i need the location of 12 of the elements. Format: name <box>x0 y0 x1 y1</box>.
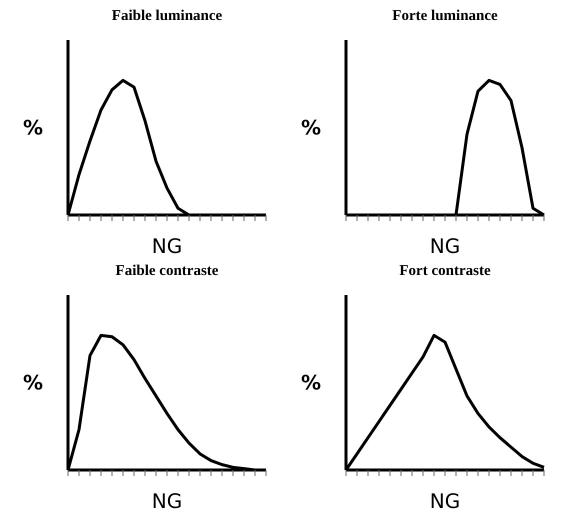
x-axis-title: NG <box>430 489 460 513</box>
x-axis-title: NG <box>152 489 182 513</box>
y-axis-title: % <box>301 116 322 140</box>
y-axis-title: % <box>301 370 322 395</box>
y-axis-title: % <box>23 370 44 395</box>
x-axis-title: NG <box>152 234 182 258</box>
chart-title: Faible contraste <box>114 263 220 281</box>
y-axis-title: % <box>23 116 44 140</box>
chart-title: Forte luminance <box>391 8 499 26</box>
chart-title: Fort contraste <box>398 263 492 281</box>
x-axis-title: NG <box>430 234 460 258</box>
chart-title: Faible luminance <box>110 8 224 26</box>
